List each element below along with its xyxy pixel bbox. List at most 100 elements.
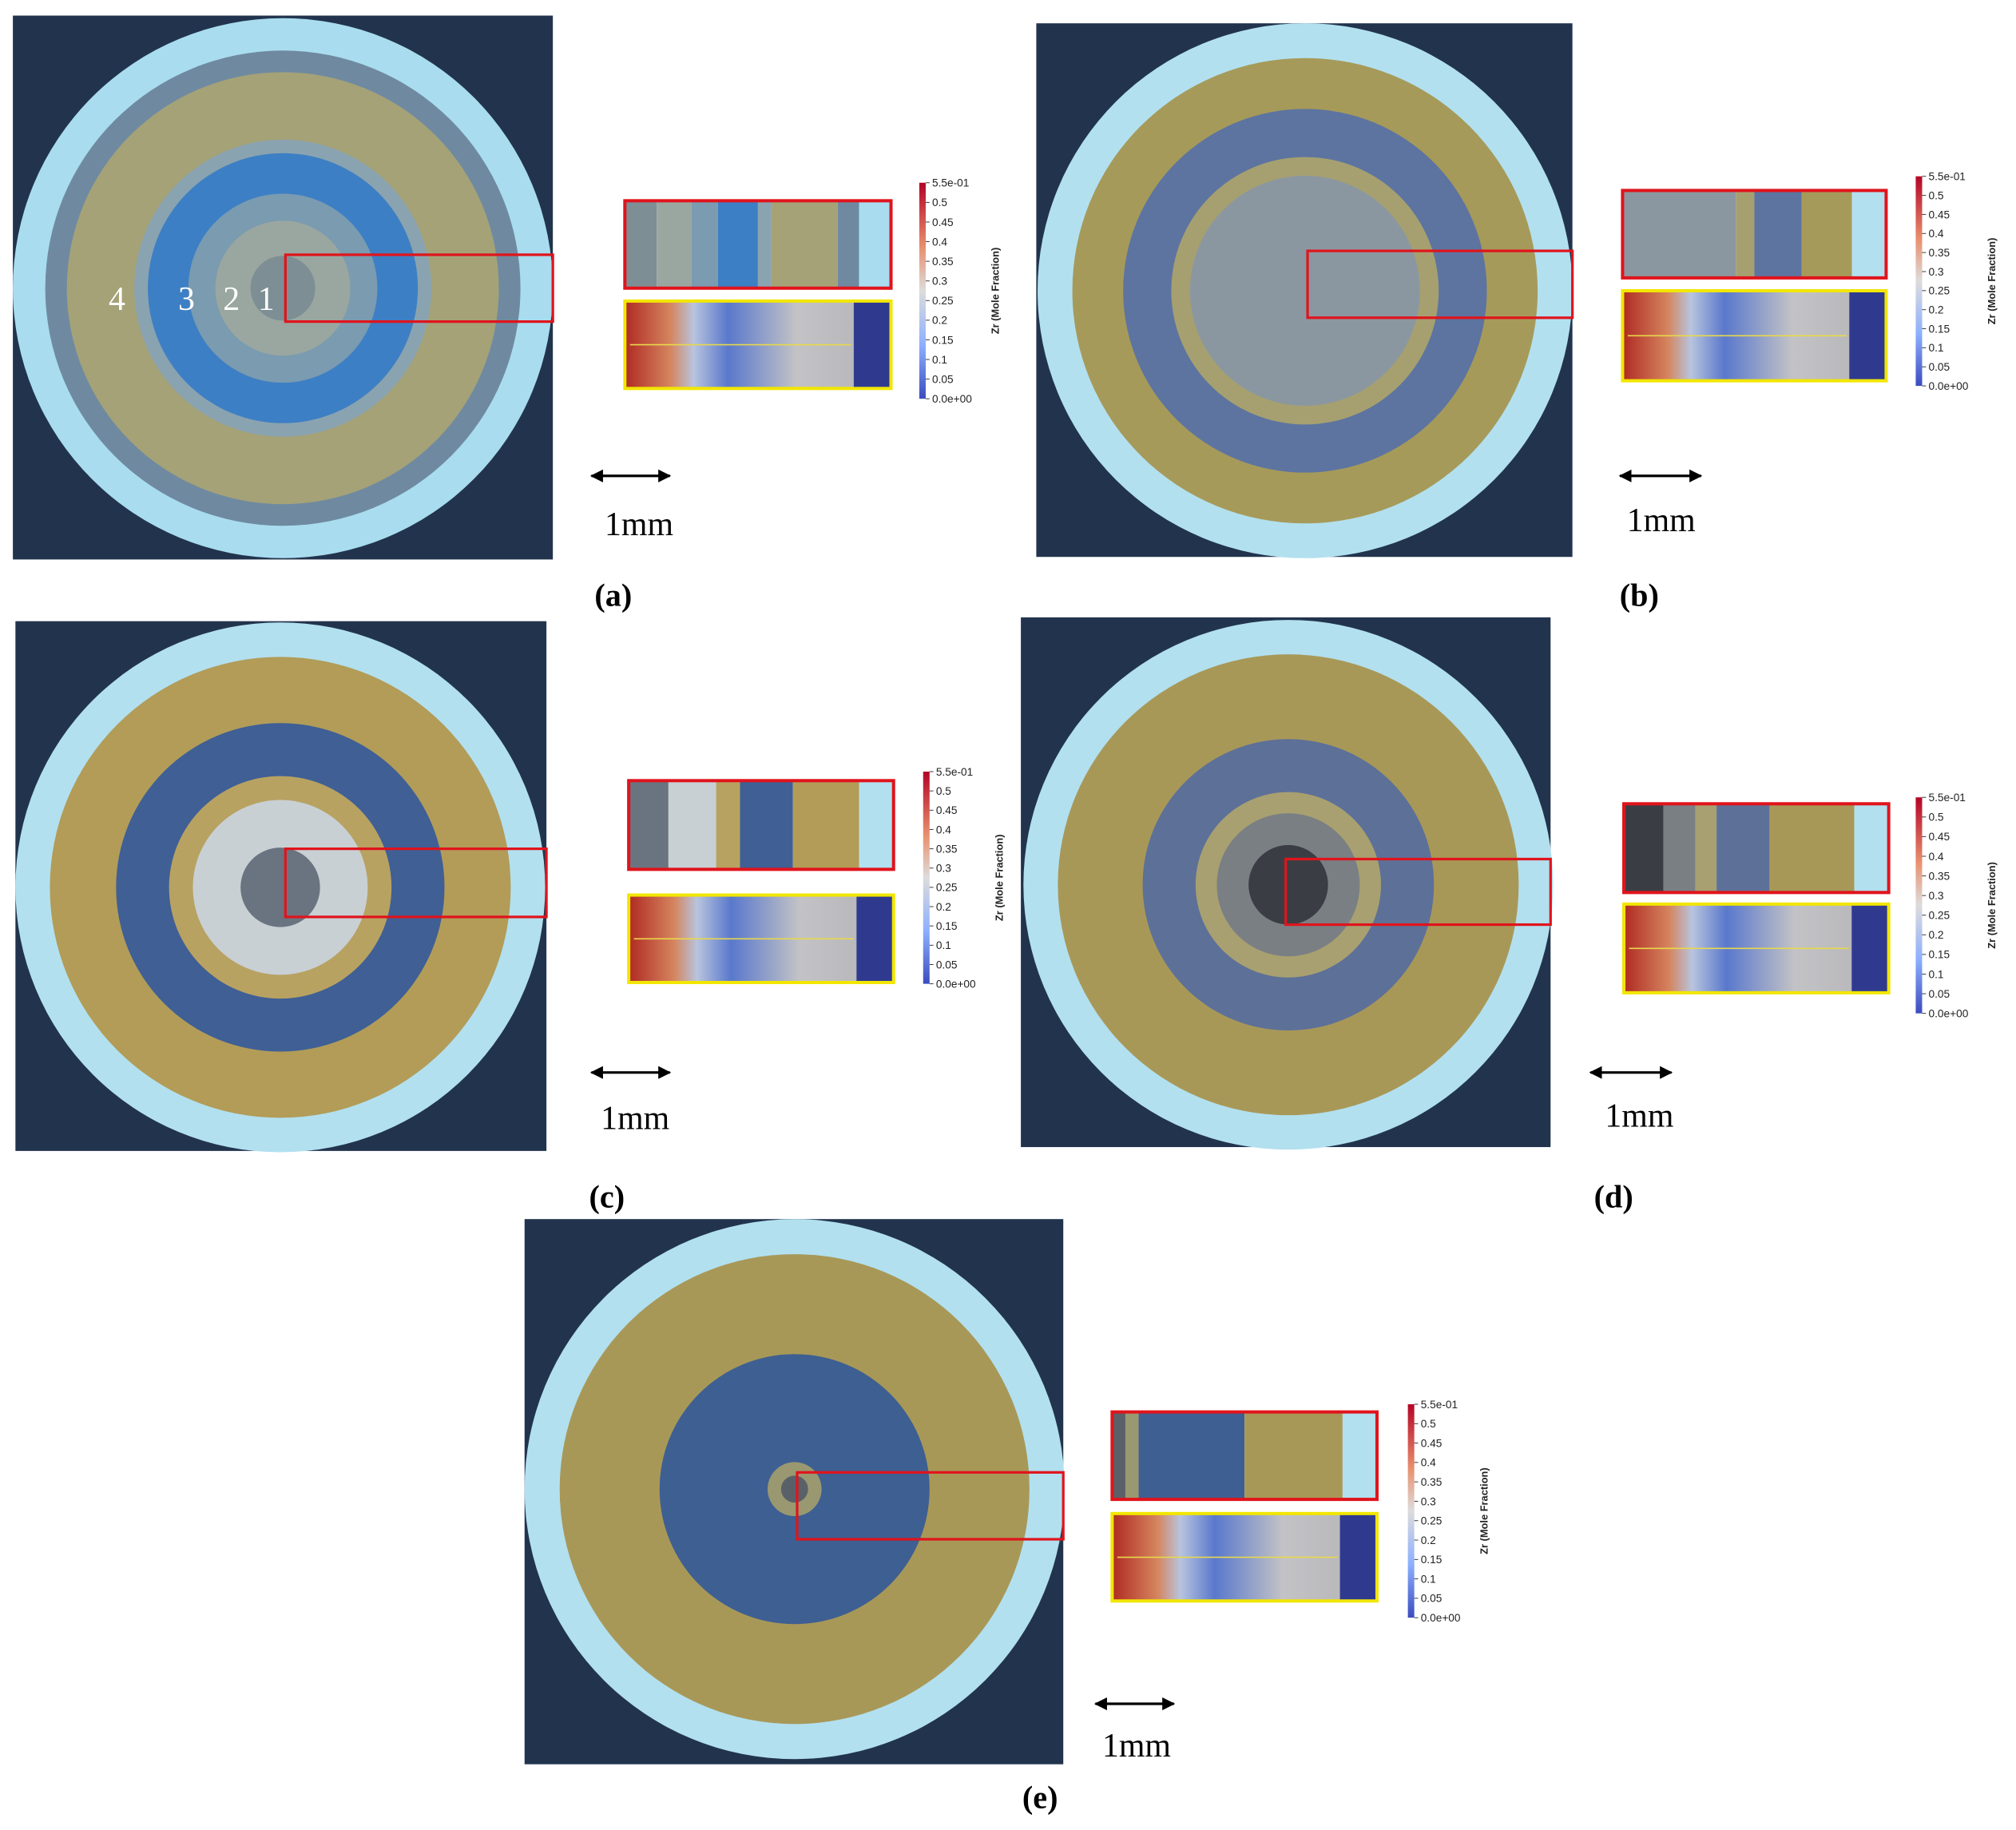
micrograph-ring <box>250 256 315 321</box>
panel-caption: (d) <box>1594 1179 1633 1215</box>
inset-band <box>757 200 772 288</box>
colorbar-tick-label: 0.15 <box>932 334 954 346</box>
inset-band <box>629 780 669 870</box>
colorbar-tick-label: 0.25 <box>932 295 954 307</box>
colorbar-tick-label: 0.2 <box>1929 929 1944 941</box>
colorbar-tick-label: 0.1 <box>1929 968 1944 980</box>
colorbar-tick-label: 0.1 <box>936 939 951 951</box>
colorbar-tick-label: 0.5 <box>932 196 947 208</box>
panel-caption: (b) <box>1620 577 1659 613</box>
colorbar-tick-label: 5.5e-01 <box>1929 792 1966 804</box>
colorbar-tick-label: 0.45 <box>1929 831 1951 843</box>
colorbar-tick-label: 0.1 <box>932 354 947 366</box>
panel: 5.5e-01 0.5 0.45 0.4 0.35 0.3 0.25 0.2 0.15 0.1 0.… <box>15 621 1006 1215</box>
inset-frame <box>627 779 895 871</box>
colorbar-title: Zr (Mole Fraction) <box>994 835 1006 922</box>
region-box <box>1306 249 1574 320</box>
region-box <box>284 847 548 919</box>
colorbar-tick-label: 0.3 <box>1929 890 1944 902</box>
scale-label: 1mm <box>1605 1098 1673 1134</box>
zone-label: 4 <box>109 281 125 318</box>
colorbar-tick-label: 0.5 <box>936 785 951 797</box>
colorbar-tick-label: 0.15 <box>1421 1554 1443 1566</box>
colorbar-tick-label: 0.3 <box>932 276 947 288</box>
micrograph-ring <box>1189 176 1420 406</box>
panel: 5.5e-01 0.5 0.45 0.4 0.35 0.3 0.25 0.2 0.15 0.1 0.… <box>524 1219 1490 1815</box>
inset-band <box>740 780 793 870</box>
colorbar-tick-label: 0.05 <box>1421 1593 1443 1605</box>
colorbar-tick-label: 0.05 <box>1929 361 1951 373</box>
scale-label: 1mm <box>601 1101 669 1137</box>
colorbar-tick-label: 0.4 <box>1929 851 1944 863</box>
colorbar-tick-label: 0.0e+00 <box>1421 1612 1461 1624</box>
colorbar-tick-label: 0.2 <box>932 315 947 327</box>
simulation-shell <box>856 895 894 983</box>
colorbar-tick-label: 0.4 <box>932 236 947 248</box>
inset-frame <box>627 893 895 985</box>
colorbar-tick-label: 0.45 <box>932 216 954 228</box>
inset-band <box>625 200 657 288</box>
inset-band <box>771 200 838 288</box>
colorbar-tick-label: 0.45 <box>936 804 958 816</box>
colorbar-tick-label: 0.3 <box>936 863 951 875</box>
inset-band <box>1754 190 1802 278</box>
colorbar-tick-label: 0.15 <box>1929 323 1951 335</box>
inset-band <box>691 200 718 288</box>
panel: 5.5e-01 0.5 0.45 0.4 0.35 0.3 0.25 0.2 0.15 0.1 0.… <box>1036 23 1998 613</box>
inset-band <box>1769 804 1855 893</box>
inset-frame <box>1621 189 1888 280</box>
colorbar-tick-label: 0.35 <box>1929 870 1951 882</box>
colorbar-tick-label: 5.5e-01 <box>1929 171 1966 183</box>
panel-caption: (a) <box>594 577 632 613</box>
colorbar-title: Zr (Mole Fraction) <box>990 248 1002 335</box>
inset-band <box>1851 190 1887 278</box>
colorbar-tick-label: 0.5 <box>1929 189 1944 201</box>
micrograph-ring <box>240 848 320 927</box>
colorbar-tick-label: 0.25 <box>1421 1515 1443 1527</box>
inset-frame <box>623 299 893 391</box>
inset-band <box>1342 1411 1377 1500</box>
colorbar-tick-label: 0.05 <box>1929 988 1951 1000</box>
scale-label: 1mm <box>1627 502 1696 539</box>
colorbar-tick-label: 0.05 <box>932 373 954 385</box>
colorbar-tick-label: 0.25 <box>1929 910 1951 922</box>
inset-band <box>837 200 859 288</box>
colorbar-tick-label: 0.4 <box>936 824 951 836</box>
panel-caption: (e) <box>1022 1779 1058 1815</box>
colorbar-tick-label: 0.25 <box>1929 285 1951 297</box>
colorbar-tick-label: 0.35 <box>932 256 954 268</box>
colorbar-tick-label: 0.0e+00 <box>936 978 976 990</box>
scale-label: 1mm <box>1102 1728 1171 1765</box>
simulation-shell <box>853 300 891 389</box>
colorbar <box>1915 176 1923 387</box>
region-box <box>284 253 554 324</box>
inset-band <box>1112 1411 1125 1500</box>
inset-band <box>1801 190 1852 278</box>
colorbar-tick-label: 5.5e-01 <box>936 766 973 778</box>
inset-frame <box>1622 802 1891 895</box>
colorbar-tick-label: 0.45 <box>1421 1437 1443 1449</box>
panel-caption: (c) <box>589 1179 625 1215</box>
inset-frame <box>1621 288 1888 383</box>
inset-frame <box>1110 1511 1379 1603</box>
colorbar-tick-label: 0.25 <box>936 882 958 894</box>
inset-band <box>1244 1411 1343 1500</box>
colorbar-tick-label: 0.5 <box>1929 812 1944 824</box>
inset-band <box>717 200 758 288</box>
colorbar-tick-label: 0.2 <box>1421 1534 1436 1546</box>
inset-band <box>1624 804 1664 893</box>
inset-frame <box>623 199 893 290</box>
micrograph-ring <box>780 1475 808 1503</box>
colorbar-tick-label: 0.35 <box>1929 247 1951 259</box>
colorbar-tick-label: 0.45 <box>1929 208 1951 220</box>
inset-frame <box>1622 902 1891 994</box>
region-box <box>1284 857 1552 927</box>
colorbar-tick-label: 0.15 <box>936 920 958 932</box>
inset-band <box>1622 190 1736 278</box>
colorbar-tick-label: 0.4 <box>1421 1457 1436 1469</box>
inset-band <box>716 780 740 870</box>
colorbar-tick-label: 0.15 <box>1929 949 1951 961</box>
colorbar-tick-label: 0.05 <box>936 959 958 971</box>
colorbar-tick-label: 5.5e-01 <box>1421 1399 1458 1411</box>
